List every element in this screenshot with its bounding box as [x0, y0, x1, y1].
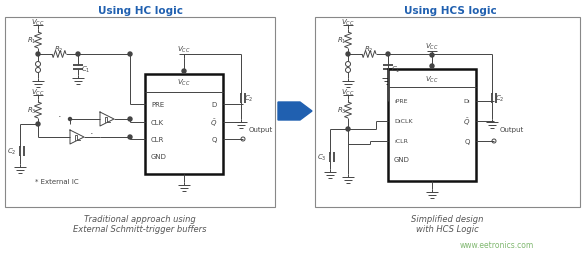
- Circle shape: [36, 53, 40, 57]
- Circle shape: [128, 53, 132, 57]
- Bar: [388, 70, 476, 181]
- Text: ·: ·: [58, 112, 62, 121]
- Text: www.eetronics.com: www.eetronics.com: [460, 241, 534, 249]
- Text: $V_{CC}$: $V_{CC}$: [31, 88, 45, 98]
- Text: with HCS Logic: with HCS Logic: [415, 225, 479, 234]
- Text: $R_2$: $R_2$: [364, 45, 374, 55]
- Bar: [5, 18, 275, 207]
- Text: DıCLK: DıCLK: [394, 119, 412, 124]
- Text: PRE: PRE: [151, 102, 164, 108]
- Text: Simplified design: Simplified design: [411, 215, 483, 224]
- Circle shape: [346, 53, 350, 57]
- Text: Traditional approach using: Traditional approach using: [84, 215, 196, 224]
- Circle shape: [430, 54, 434, 58]
- Text: $V_{CC}$: $V_{CC}$: [425, 42, 439, 52]
- Text: $V_{CC}$: $V_{CC}$: [341, 88, 355, 98]
- Text: ·: ·: [90, 129, 94, 138]
- Text: Output: Output: [249, 126, 273, 133]
- Text: $V_{CC}$: $V_{CC}$: [177, 77, 191, 88]
- Text: $V_{CC}$: $V_{CC}$: [31, 18, 45, 28]
- Text: $C_1$: $C_1$: [81, 65, 91, 75]
- Circle shape: [76, 53, 80, 57]
- Text: ıPRE: ıPRE: [394, 99, 408, 104]
- Circle shape: [430, 65, 434, 69]
- Circle shape: [386, 53, 390, 57]
- FancyArrow shape: [278, 103, 312, 121]
- Text: Output: Output: [500, 126, 524, 133]
- Text: CLR: CLR: [151, 136, 164, 142]
- Text: External Schmitt-trigger buffers: External Schmitt-trigger buffers: [73, 225, 207, 234]
- Text: $R_2$: $R_2$: [54, 45, 64, 55]
- Text: $C_3$: $C_3$: [317, 152, 327, 163]
- Text: Using HCS logic: Using HCS logic: [404, 6, 497, 16]
- Text: $C_2$: $C_2$: [495, 93, 505, 104]
- Text: $V_{CC}$: $V_{CC}$: [425, 75, 439, 85]
- Text: D: D: [212, 102, 217, 108]
- Text: $C_1$: $C_1$: [391, 65, 401, 75]
- Circle shape: [182, 70, 186, 74]
- Text: Q: Q: [464, 138, 470, 145]
- Text: $\bar{Q}$: $\bar{Q}$: [210, 117, 217, 128]
- Circle shape: [128, 118, 132, 121]
- Circle shape: [346, 128, 350, 132]
- Text: Dı: Dı: [463, 99, 470, 104]
- Text: Using HC logic: Using HC logic: [98, 6, 183, 16]
- Text: $C_2$: $C_2$: [244, 93, 254, 104]
- Text: Q: Q: [212, 136, 217, 142]
- Text: $V_{CC}$: $V_{CC}$: [341, 18, 355, 28]
- Text: $C_2$: $C_2$: [7, 146, 17, 156]
- Bar: [145, 75, 223, 174]
- Text: $R_1$: $R_1$: [338, 36, 347, 46]
- Text: GND: GND: [394, 156, 410, 162]
- Text: $R_3$: $R_3$: [27, 105, 37, 116]
- Text: ıCLR: ıCLR: [394, 139, 408, 144]
- Text: * External IC: * External IC: [35, 178, 78, 184]
- Text: CLK: CLK: [151, 120, 164, 125]
- Text: $R_3$: $R_3$: [337, 105, 347, 116]
- Text: $\bar{Q}$: $\bar{Q}$: [463, 116, 470, 127]
- Text: GND: GND: [151, 153, 167, 159]
- Circle shape: [128, 135, 132, 139]
- Circle shape: [68, 118, 71, 121]
- Circle shape: [36, 122, 40, 126]
- Bar: [315, 18, 580, 207]
- Text: $V_{CC}$: $V_{CC}$: [177, 45, 191, 55]
- Text: $R_1$: $R_1$: [27, 36, 37, 46]
